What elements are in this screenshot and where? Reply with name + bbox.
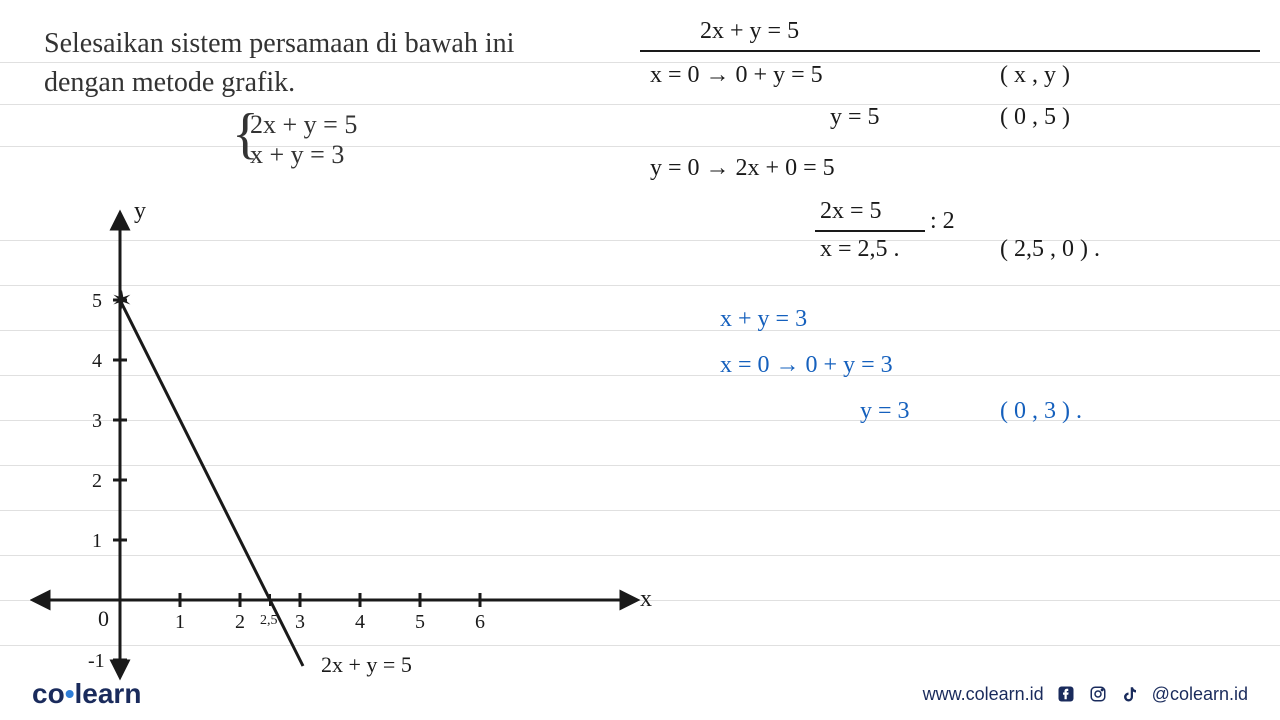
instagram-icon	[1088, 684, 1108, 704]
fraction-bar	[815, 230, 925, 232]
work-point-0-5: ( 0 , 5 )	[1000, 104, 1070, 131]
svg-text:x: x	[640, 586, 652, 612]
work-eq2-y3: y = 3	[860, 398, 910, 425]
logo: co•learn	[32, 678, 141, 710]
facebook-icon	[1056, 684, 1076, 704]
work-point-25-0: ( 2,5 , 0 ) .	[1000, 236, 1100, 263]
brace-icon: {	[232, 106, 259, 162]
svg-text:3: 3	[92, 410, 102, 432]
footer-handle: @colearn.id	[1152, 684, 1248, 705]
svg-text:-1: -1	[88, 650, 105, 672]
work-y5: y = 5	[830, 104, 880, 131]
svg-text:5: 5	[415, 611, 425, 633]
svg-text:4: 4	[92, 350, 102, 372]
footer-right: www.colearn.id @colearn.id	[923, 684, 1248, 705]
logo-part-b: learn	[75, 678, 142, 709]
footer: co•learn www.colearn.id @colearn.id	[0, 678, 1280, 710]
svg-text:3: 3	[295, 611, 305, 633]
work-eq2-point: ( 0 , 3 ) .	[1000, 398, 1082, 425]
svg-text:2: 2	[235, 611, 245, 633]
problem-statement: Selesaikan sistem persamaan di bawah ini…	[44, 24, 604, 102]
work-eq1-title: 2x + y = 5	[700, 18, 799, 45]
underline-1	[640, 50, 1260, 52]
work-2x5: 2x = 5	[820, 198, 882, 225]
svg-text:✶: ✶	[111, 286, 133, 315]
logo-dot: •	[65, 678, 75, 709]
system-equations: { 2x + y = 5 x + y = 3	[250, 110, 357, 170]
svg-text:2,5: 2,5	[260, 613, 278, 628]
work-line-y0: y = 0 → 2x + 0 = 5	[650, 155, 835, 182]
problem-line-1: Selesaikan sistem persamaan di bawah ini	[44, 24, 604, 63]
equation-1: 2x + y = 5	[250, 110, 357, 140]
tiktok-icon	[1120, 684, 1140, 704]
svg-text:4: 4	[355, 611, 365, 633]
svg-text:5: 5	[92, 290, 102, 312]
equation-2: x + y = 3	[250, 140, 357, 170]
work-line-x0: x = 0 → 0 + y = 5	[650, 62, 823, 89]
svg-text:y: y	[134, 200, 146, 224]
svg-text:1: 1	[175, 611, 185, 633]
coordinate-graph: x y 0 1 2 3 4 5 6 2,5 1 2 3 4 5 -1 ✶ 2x + y = 5	[30, 200, 670, 690]
svg-text:6: 6	[475, 611, 485, 633]
problem-line-2: dengan metode grafik.	[44, 63, 604, 102]
svg-text:2x + y = 5: 2x + y = 5	[321, 652, 412, 677]
work-x25: x = 2,5 .	[820, 236, 900, 263]
svg-text:2: 2	[92, 470, 102, 492]
work-eq2-x0: x = 0 → 0 + y = 3	[720, 352, 893, 379]
work-coord-header: ( x , y )	[1000, 62, 1070, 89]
svg-text:1: 1	[92, 530, 102, 552]
work-div2: : 2	[930, 208, 955, 235]
footer-url: www.colearn.id	[923, 684, 1044, 705]
work-eq2-title: x + y = 3	[720, 306, 807, 333]
svg-text:0: 0	[98, 606, 109, 631]
logo-part-a: co	[32, 678, 65, 709]
